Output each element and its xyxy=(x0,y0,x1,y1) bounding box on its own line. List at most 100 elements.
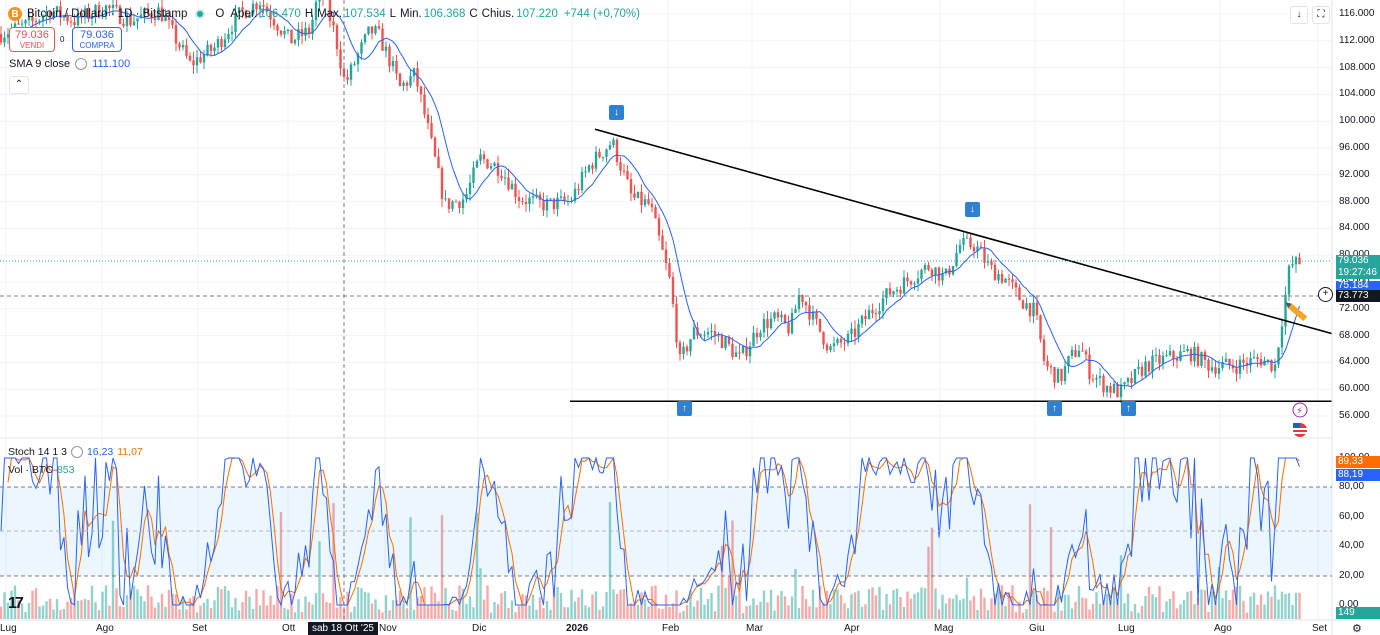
gear-icon[interactable]: ⚙ xyxy=(1352,623,1362,635)
candle-body xyxy=(626,171,629,180)
volume-bar xyxy=(979,588,983,619)
volume-bar xyxy=(496,604,500,619)
candle-body xyxy=(262,5,265,7)
up-arrow-marker-icon[interactable]: ↑ xyxy=(1047,401,1062,417)
candle-body xyxy=(650,203,654,208)
candle-body xyxy=(1063,366,1067,382)
candle-body xyxy=(647,199,650,204)
volume-bar xyxy=(927,546,930,619)
stoch-d-line xyxy=(7,456,1300,607)
eye-icon[interactable] xyxy=(75,58,88,70)
volume-bar xyxy=(1196,597,1200,619)
candle-body xyxy=(881,298,885,312)
sell-price: 79.036 xyxy=(15,29,49,41)
up-arrow-marker-icon[interactable]: ↑ xyxy=(1121,401,1136,417)
volume-bar xyxy=(27,603,31,619)
sell-button[interactable]: 79.036 VENDI xyxy=(9,27,55,52)
volume-bar xyxy=(881,609,885,619)
candle-body xyxy=(426,114,430,124)
volume-bar xyxy=(563,607,566,619)
candle-body xyxy=(1259,359,1263,366)
low-label: L xyxy=(389,8,397,20)
buy-button[interactable]: 79.036 COMPRA xyxy=(72,27,122,52)
volume-bar xyxy=(437,601,440,619)
candle-body xyxy=(192,60,195,66)
stoch-tick-label: 20,00 xyxy=(1339,569,1365,581)
stoch-tick-label: 0,00 xyxy=(1339,599,1359,610)
volume-bar xyxy=(1210,591,1214,619)
candle-body xyxy=(598,151,601,158)
volume-legend[interactable]: Vol · BTC 853 xyxy=(8,464,74,476)
candle-body xyxy=(269,11,272,20)
volume-bars xyxy=(0,502,1301,619)
candle-body xyxy=(979,246,983,249)
down-arrow-marker-icon[interactable]: ↓ xyxy=(609,104,624,120)
candle-body xyxy=(1224,358,1228,363)
price-tick-label: 68.000 xyxy=(1339,329,1370,341)
add-alert-icon[interactable]: + xyxy=(1318,287,1333,302)
candle-body xyxy=(934,267,937,276)
candle-body xyxy=(444,198,447,200)
candle-body xyxy=(615,139,619,163)
candle-body xyxy=(584,171,587,173)
candle-body xyxy=(52,11,55,19)
up-arrow-marker-icon[interactable]: ↑ xyxy=(677,401,692,417)
candle-body xyxy=(1105,386,1109,393)
symbol-title[interactable]: Bitcoin / Dollaro · 1D · Bitstamp xyxy=(27,8,188,20)
candle-body xyxy=(997,274,1000,281)
volume-bar xyxy=(689,590,692,619)
volume-bar xyxy=(892,590,895,619)
candle-body xyxy=(286,29,290,31)
volume-bar xyxy=(986,609,990,619)
volume-bar xyxy=(878,586,881,619)
volume-bar xyxy=(353,606,356,619)
time-tick-label: Set xyxy=(1312,623,1328,634)
candle-body xyxy=(759,332,762,338)
volume-bar xyxy=(258,605,262,619)
open-label: O xyxy=(215,8,225,20)
sma-legend[interactable]: SMA 9 close 111.100 xyxy=(9,58,130,70)
volume-bar xyxy=(507,607,510,619)
candle-body xyxy=(1172,351,1175,359)
stoch-legend[interactable]: Stoch 14 1 3 16,23 11,07 xyxy=(8,446,143,458)
candle-body xyxy=(1217,367,1221,374)
volume-bar xyxy=(244,590,248,619)
volume-bar xyxy=(1004,605,1007,619)
sma-price-tag: 75.184 xyxy=(1336,281,1380,290)
down-arrow-icon[interactable]: ↓ xyxy=(1290,6,1308,24)
volume-bar xyxy=(500,593,503,619)
collapse-legend-button[interactable]: ⌃ xyxy=(9,76,29,94)
volume-bar xyxy=(48,598,52,619)
candle-body xyxy=(888,288,892,295)
volume-bar xyxy=(650,586,654,619)
fullscreen-icon[interactable]: ⛶ xyxy=(1312,6,1330,24)
volume-bar xyxy=(1109,600,1112,619)
candle-body xyxy=(216,39,220,48)
price-tick-label: 88.000 xyxy=(1339,195,1370,207)
candle-body xyxy=(573,188,577,201)
volume-bar xyxy=(66,601,69,619)
tradingview-logo[interactable]: 17 xyxy=(8,595,24,612)
candle-body xyxy=(517,197,521,202)
candle-body xyxy=(853,328,857,337)
down-arrow-marker-icon[interactable]: ↓ xyxy=(965,201,980,217)
volume-bar xyxy=(867,589,871,619)
volume-bar xyxy=(720,545,724,619)
volume-bar xyxy=(1284,594,1287,619)
candle-body xyxy=(258,5,262,10)
volume-bar xyxy=(685,605,689,619)
stoch-label: Stoch 14 1 3 xyxy=(8,446,67,458)
candle-body xyxy=(1175,358,1179,361)
candle-body xyxy=(479,154,482,161)
candle-body xyxy=(1077,350,1081,357)
volume-bar xyxy=(815,607,818,619)
candle-body xyxy=(731,343,734,357)
eye-icon[interactable] xyxy=(70,446,83,458)
high-label: H xyxy=(304,8,314,20)
candle-body xyxy=(1007,278,1011,280)
candle-body xyxy=(255,3,258,10)
volume-bar xyxy=(461,588,465,619)
candle-body xyxy=(703,334,706,336)
candle-body xyxy=(874,313,878,315)
